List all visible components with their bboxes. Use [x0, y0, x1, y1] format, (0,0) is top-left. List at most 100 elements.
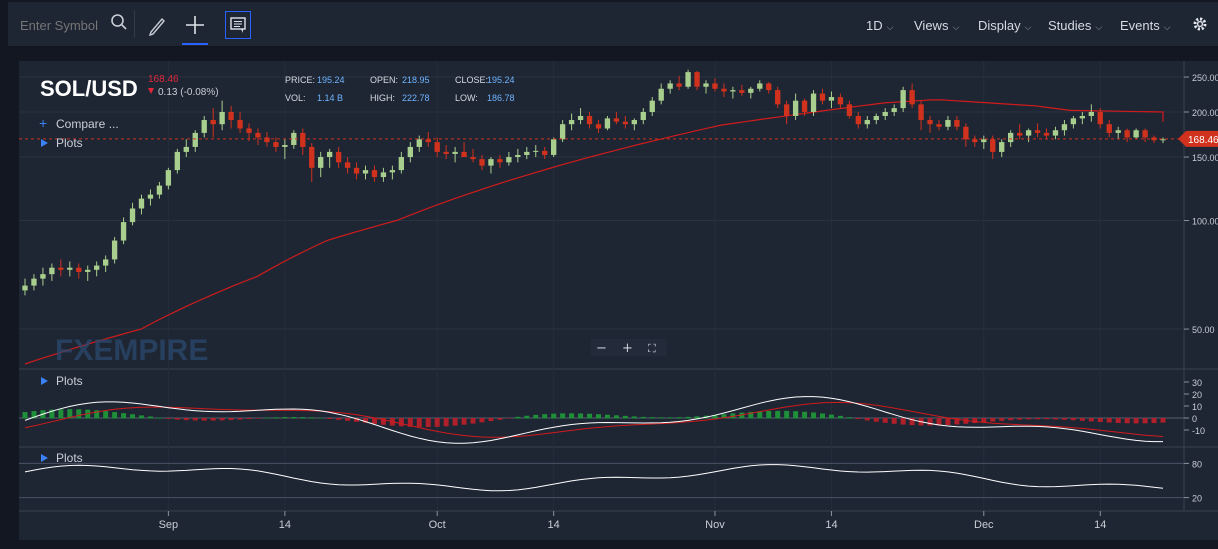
chevron-down-icon: ⌵ [952, 22, 960, 32]
macd-histogram-bar [990, 418, 996, 422]
symbol-search-input[interactable] [18, 14, 112, 36]
macd-histogram-bar [766, 410, 772, 419]
macd-histogram-bar [165, 418, 171, 419]
macd-histogram-bar [461, 418, 467, 425]
time-tick-label: 14 [1094, 519, 1106, 531]
macd-histogram-bar [318, 417, 324, 419]
plots-toggle-macd[interactable]: Plots [41, 374, 83, 388]
macd-signal-line [24, 401, 1164, 438]
plots-toggle-main[interactable]: Plots [41, 136, 83, 150]
zoom-controls-bg [591, 339, 667, 356]
axes: 50.00 100.00 150.00 200.00 250.00 Sep 14 Oct 14 N… [19, 73, 1218, 531]
plots-toggle-osc[interactable]: Plots [41, 451, 83, 465]
macd-histogram-bar [873, 418, 879, 422]
macd-histogram-bar [793, 411, 799, 419]
stat-close-label: CLOSE: [455, 75, 488, 85]
candle-body [972, 139, 978, 143]
candle-body [210, 120, 216, 125]
candle-body [246, 128, 252, 133]
time-tick-label: Nov [705, 519, 725, 531]
search-icon[interactable] [110, 13, 128, 36]
candle-body [264, 137, 270, 143]
candle-body [1061, 124, 1068, 131]
macd-histogram-bar [58, 409, 64, 419]
watermark: FXEMPIRE [55, 334, 208, 367]
macd-histogram-bar [398, 418, 404, 427]
macd-histogram-bar [506, 418, 512, 419]
macd-histogram-bar [210, 418, 216, 421]
chevron-down-icon: ⌵ [1024, 22, 1032, 32]
candle-body [676, 83, 682, 87]
macd-histogram-bar [94, 410, 100, 419]
candle-body [174, 151, 180, 171]
candle-body [67, 267, 73, 270]
macd-histogram-bar [363, 418, 369, 423]
macd-histogram-bar [551, 413, 557, 419]
candle-body [111, 240, 118, 260]
candle-body [31, 278, 37, 286]
candle-body [694, 72, 700, 87]
candle-body [586, 115, 593, 125]
compare-label: Compare ... [56, 117, 119, 131]
candle-body [873, 115, 879, 121]
fullscreen-button[interactable]: ⛶ [648, 342, 656, 355]
crosshair-icon[interactable] [180, 10, 210, 45]
macd-histogram-bar [327, 418, 333, 420]
views-label: Views [914, 18, 949, 33]
candle-body [604, 118, 611, 129]
candle-body [255, 132, 261, 138]
candle-body [828, 97, 835, 101]
candle-body [309, 146, 315, 168]
macd-histogram-bar [1160, 418, 1166, 423]
toolbar-divider [134, 10, 135, 38]
candle-body [291, 132, 297, 145]
price-tick-label: 50.00 [1192, 325, 1215, 335]
candles [22, 69, 1166, 296]
display-label: Display [978, 18, 1021, 33]
compare-button[interactable]: + Compare ... [39, 115, 119, 131]
macd-histogram-bar [425, 418, 431, 428]
interval-menu[interactable]: 1D ⌵ [866, 18, 893, 33]
pencil-icon[interactable] [146, 10, 168, 42]
macd-histogram-bar [291, 416, 297, 419]
macd-histogram-bar [1151, 418, 1157, 424]
candle-body [353, 167, 360, 174]
macd-histogram-bar [1133, 418, 1139, 424]
comment-icon[interactable] [225, 11, 251, 39]
events-label: Events [1120, 18, 1160, 33]
macd-histogram-bar [282, 417, 288, 419]
studies-menu[interactable]: Studies ⌵ [1048, 18, 1102, 33]
macd-histogram-bar [1026, 418, 1032, 420]
zoom-in-button[interactable]: + [622, 341, 633, 356]
candle-body [900, 90, 906, 109]
macd-line [24, 396, 1163, 444]
macd-histogram-bar [936, 418, 942, 426]
stat-high-label: HIGH: [370, 93, 395, 103]
macd-histogram-bar [201, 418, 207, 421]
price-tick-label: 150.00 [1192, 153, 1218, 163]
candle-body [380, 172, 387, 178]
display-menu[interactable]: Display ⌵ [978, 18, 1031, 33]
macd-histogram-bar [802, 411, 808, 419]
macd-histogram-bar [945, 418, 951, 426]
macd-histogram-bar [1052, 418, 1058, 420]
events-menu[interactable]: Events ⌵ [1120, 18, 1171, 33]
gear-icon[interactable] [1192, 16, 1208, 48]
macd-histogram-bar [273, 417, 279, 419]
zoom-out-button[interactable]: − [596, 341, 607, 356]
candle-body [452, 151, 458, 154]
candle-body [1034, 130, 1041, 133]
candle-body [936, 124, 942, 127]
stat-vol-value: 1.14 B [317, 93, 343, 103]
time-tick-label: Sep [159, 519, 179, 531]
macd-histogram-bar [748, 411, 754, 419]
candle-body [990, 139, 996, 152]
candle-body [425, 139, 431, 143]
candle-body [1052, 130, 1059, 136]
candle-body [542, 150, 548, 155]
ohlc-stats: PRICE: 195.24 VOL: 1.14 B OPEN: 218.95 H… [285, 75, 515, 103]
views-menu[interactable]: Views ⌵ [914, 18, 959, 33]
macd-histogram-bar [909, 418, 915, 426]
macd-histogram-bar [542, 414, 548, 419]
